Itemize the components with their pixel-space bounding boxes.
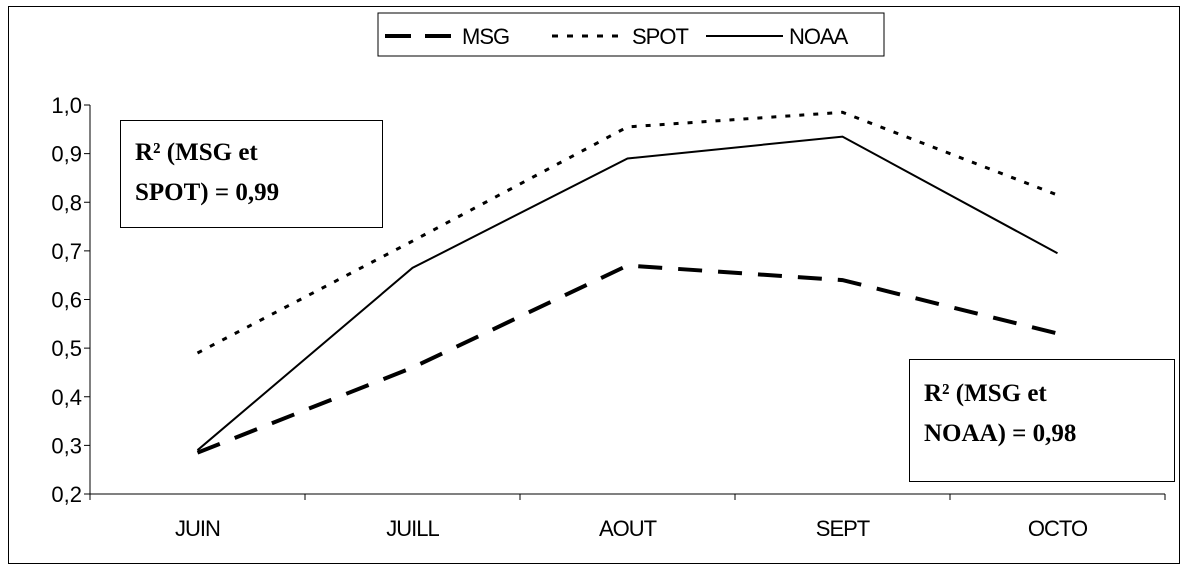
annotation-msg-noaa-line1: R² (MSG et bbox=[924, 380, 1047, 407]
legend-label-msg: MSG bbox=[462, 24, 509, 49]
y-tick-label: 0,6 bbox=[51, 288, 82, 313]
legend-label-noaa: NOAA bbox=[789, 24, 849, 49]
annotation-msg-spot-line2: SPOT) = 0,99 bbox=[135, 179, 280, 206]
series-layer bbox=[196, 110, 1059, 455]
annotation-msg-noaa-line2: NOAA) = 0,98 bbox=[924, 420, 1077, 447]
x-tick-label: JUIN bbox=[175, 516, 220, 541]
x-tick-label: OCTO bbox=[1028, 516, 1088, 541]
y-tick-label: 1,0 bbox=[51, 93, 82, 118]
x-tick-label: JUILL bbox=[386, 516, 439, 541]
y-tick-label: 0,9 bbox=[51, 142, 82, 167]
y-tick-label: 0,4 bbox=[51, 385, 82, 410]
annotation-msg-spot: R² (MSG et SPOT) = 0,99 bbox=[120, 120, 383, 228]
chart-legend: MSG SPOT NOAA bbox=[377, 12, 885, 57]
x-tick-label: AOUT bbox=[599, 516, 657, 541]
series-line-noaa bbox=[196, 135, 1058, 451]
chart-axes: 0,2 0,3 0,4 0,5 0,6 0,7 0,8 0,9 1,0 JUIN JUILL AOUT… bbox=[51, 93, 1166, 541]
y-tick-label: 0,8 bbox=[51, 190, 82, 215]
legend-label-spot: SPOT bbox=[632, 24, 688, 49]
y-tick-label: 0,2 bbox=[51, 482, 82, 507]
legend-frame bbox=[377, 12, 885, 57]
annotation-msg-spot-line1: R² (MSG et bbox=[135, 139, 258, 166]
y-tick-label: 0,7 bbox=[51, 239, 82, 264]
y-tick-label: 0,5 bbox=[51, 336, 82, 361]
x-tick-label: SEPT bbox=[816, 516, 870, 541]
y-tick-label: 0,3 bbox=[51, 433, 82, 458]
annotation-msg-noaa: R² (MSG et NOAA) = 0,98 bbox=[909, 359, 1175, 482]
